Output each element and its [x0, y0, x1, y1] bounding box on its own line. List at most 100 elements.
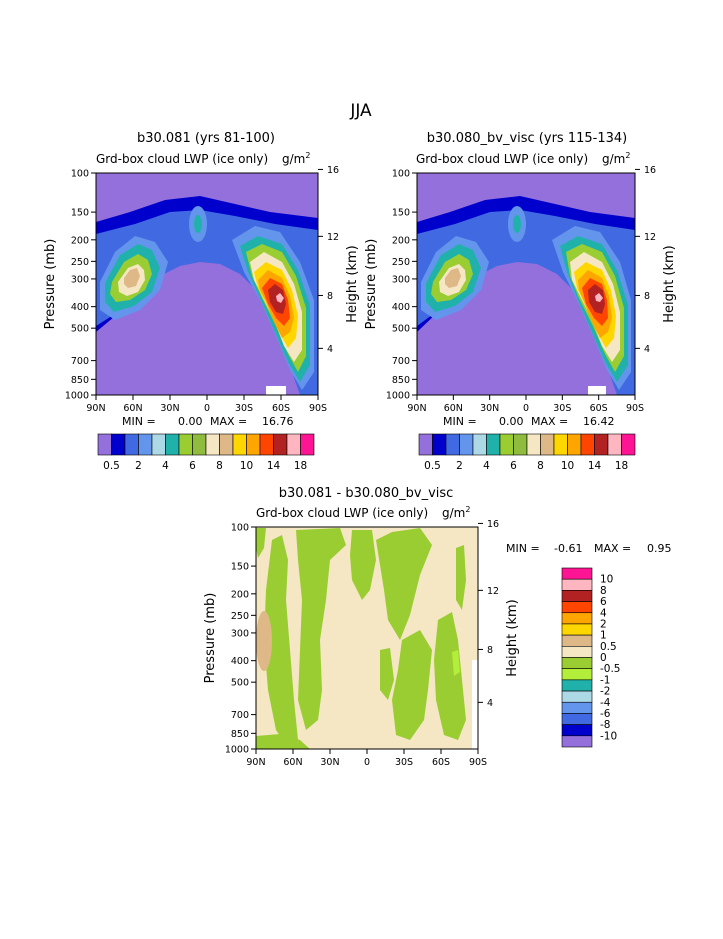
- height-tick-label: 12: [644, 232, 656, 243]
- panel-a-subtitle: Grd-box cloud LWP (ice only): [96, 152, 268, 166]
- panel-c-min-max: MIN = -0.61 MAX = 0.95: [506, 542, 672, 555]
- latitude-tick-label: 90N: [246, 757, 265, 768]
- panel-a-missing-data: [266, 386, 286, 395]
- panel-c-green-blob-7: [434, 612, 466, 740]
- latitude-tick-label: 60N: [444, 403, 463, 414]
- colorbar-label: 2: [456, 460, 463, 472]
- pressure-tick-label: 850: [231, 729, 249, 740]
- colorbar-swatch: [151, 433, 166, 456]
- pressure-tick-label: 150: [71, 208, 89, 219]
- colorbar-swatch: [499, 433, 514, 456]
- panel-b-band-pink: [595, 293, 603, 302]
- panel-b-title: b30.080_bv_visc (yrs 115-134): [427, 131, 627, 146]
- colorbar-swatch: [561, 567, 593, 580]
- latitude-tick-label: 60S: [432, 757, 450, 768]
- colorbar-swatch: [232, 433, 247, 456]
- panel-b: b30.080_bv_visc (yrs 115-134) Grd-box cl…: [364, 131, 677, 472]
- colorbar-label: -6: [600, 708, 611, 720]
- panel-a-tropical-core: [194, 215, 202, 233]
- pressure-tick-label: 500: [231, 678, 249, 689]
- pressure-tick-label: 400: [392, 302, 410, 313]
- colorbar-label: 18: [615, 460, 628, 472]
- colorbar-label: -10: [600, 730, 617, 742]
- colorbar-label: 6: [510, 460, 517, 472]
- panel-a-colorbar: 0.5 2 4 6 8 10 14 18: [97, 433, 315, 472]
- pressure-tick-label: 400: [71, 302, 89, 313]
- colorbar-swatch: [561, 679, 593, 692]
- panel-a-min-max: MIN = 0.00 MAX = 16.76: [122, 415, 294, 428]
- height-tick-label: 16: [644, 165, 656, 176]
- colorbar-label: -8: [600, 719, 610, 731]
- colorbar-swatch: [192, 433, 207, 456]
- latitude-tick-label: 90N: [86, 403, 105, 414]
- colorbar-swatch: [178, 433, 193, 456]
- panel-b-missing-data: [588, 386, 606, 395]
- height-tick-label: 16: [487, 519, 499, 530]
- colorbar-swatch: [621, 433, 636, 456]
- colorbar-swatch: [124, 433, 139, 456]
- height-tick-label: 12: [487, 586, 499, 597]
- colorbar-swatch: [246, 433, 261, 456]
- colorbar-label: 6: [189, 460, 196, 472]
- latitude-tick-label: 30N: [160, 403, 179, 414]
- latitude-tick-label: 30S: [395, 757, 413, 768]
- panel-b-contours: [417, 173, 635, 395]
- colorbar-swatch: [561, 724, 593, 737]
- colorbar-label: 8: [216, 460, 223, 472]
- colorbar-label: 4: [162, 460, 169, 472]
- colorbar-swatch: [219, 433, 234, 456]
- latitude-tick-label: 30N: [320, 757, 339, 768]
- colorbar-swatch: [513, 433, 528, 456]
- height-axis-label: Height (km): [662, 245, 677, 322]
- colorbar-label: 0.5: [103, 460, 120, 472]
- pressure-tick-label: 700: [71, 356, 89, 367]
- latitude-tick-label: 0: [204, 403, 210, 414]
- pressure-tick-label: 850: [392, 375, 410, 386]
- colorbar-swatch: [561, 735, 593, 748]
- colorbar-swatch: [553, 433, 568, 456]
- pressure-tick-label: 400: [231, 656, 249, 667]
- pressure-tick-label: 1000: [65, 391, 89, 402]
- latitude-tick-label: 90N: [407, 403, 426, 414]
- colorbar-label: 0: [600, 652, 607, 664]
- panel-c-subtitle: Grd-box cloud LWP (ice only): [256, 506, 428, 520]
- pressure-tick-label: 200: [392, 235, 410, 246]
- pressure-tick-label: 300: [392, 274, 410, 285]
- latitude-tick-label: 0: [523, 403, 529, 414]
- height-tick-label: 4: [487, 698, 493, 709]
- colorbar-label: 2: [135, 460, 142, 472]
- pressure-tick-label: 1000: [386, 391, 410, 402]
- colorbar-swatch: [561, 612, 593, 625]
- colorbar-swatch: [459, 433, 474, 456]
- pressure-tick-label: 100: [231, 523, 249, 534]
- colorbar-label: 10: [600, 574, 613, 586]
- colorbar-swatch: [111, 433, 126, 456]
- panel-c-light-green-spot: [452, 650, 460, 676]
- colorbar-swatch: [594, 433, 609, 456]
- panel-c-contours: [256, 527, 478, 749]
- pressure-tick-label: 200: [71, 235, 89, 246]
- colorbar-label: 8: [537, 460, 544, 472]
- colorbar-swatch: [259, 433, 274, 456]
- colorbar-label: 8: [600, 585, 607, 597]
- panel-c-tan-blob: [256, 611, 272, 671]
- colorbar-swatch: [580, 433, 595, 456]
- latitude-tick-label: 0: [364, 757, 370, 768]
- height-tick-label: 8: [487, 645, 493, 656]
- latitude-tick-label: 90S: [626, 403, 644, 414]
- colorbar-swatch: [561, 646, 593, 658]
- pressure-axis-label: Pressure (mb): [364, 239, 379, 330]
- pressure-tick-label: 500: [392, 324, 410, 335]
- pressure-tick-label: 700: [392, 356, 410, 367]
- latitude-tick-label: 60N: [283, 757, 302, 768]
- colorbar-label: 4: [483, 460, 490, 472]
- panel-c: b30.081 - b30.080_bv_visc Grd-box cloud …: [203, 486, 672, 768]
- colorbar-label: 4: [600, 607, 607, 619]
- panel-a-band-pink: [276, 293, 284, 303]
- latitude-tick-label: 30N: [480, 403, 499, 414]
- panel-c-green-blob-9: [256, 734, 310, 749]
- height-tick-label: 4: [327, 344, 333, 355]
